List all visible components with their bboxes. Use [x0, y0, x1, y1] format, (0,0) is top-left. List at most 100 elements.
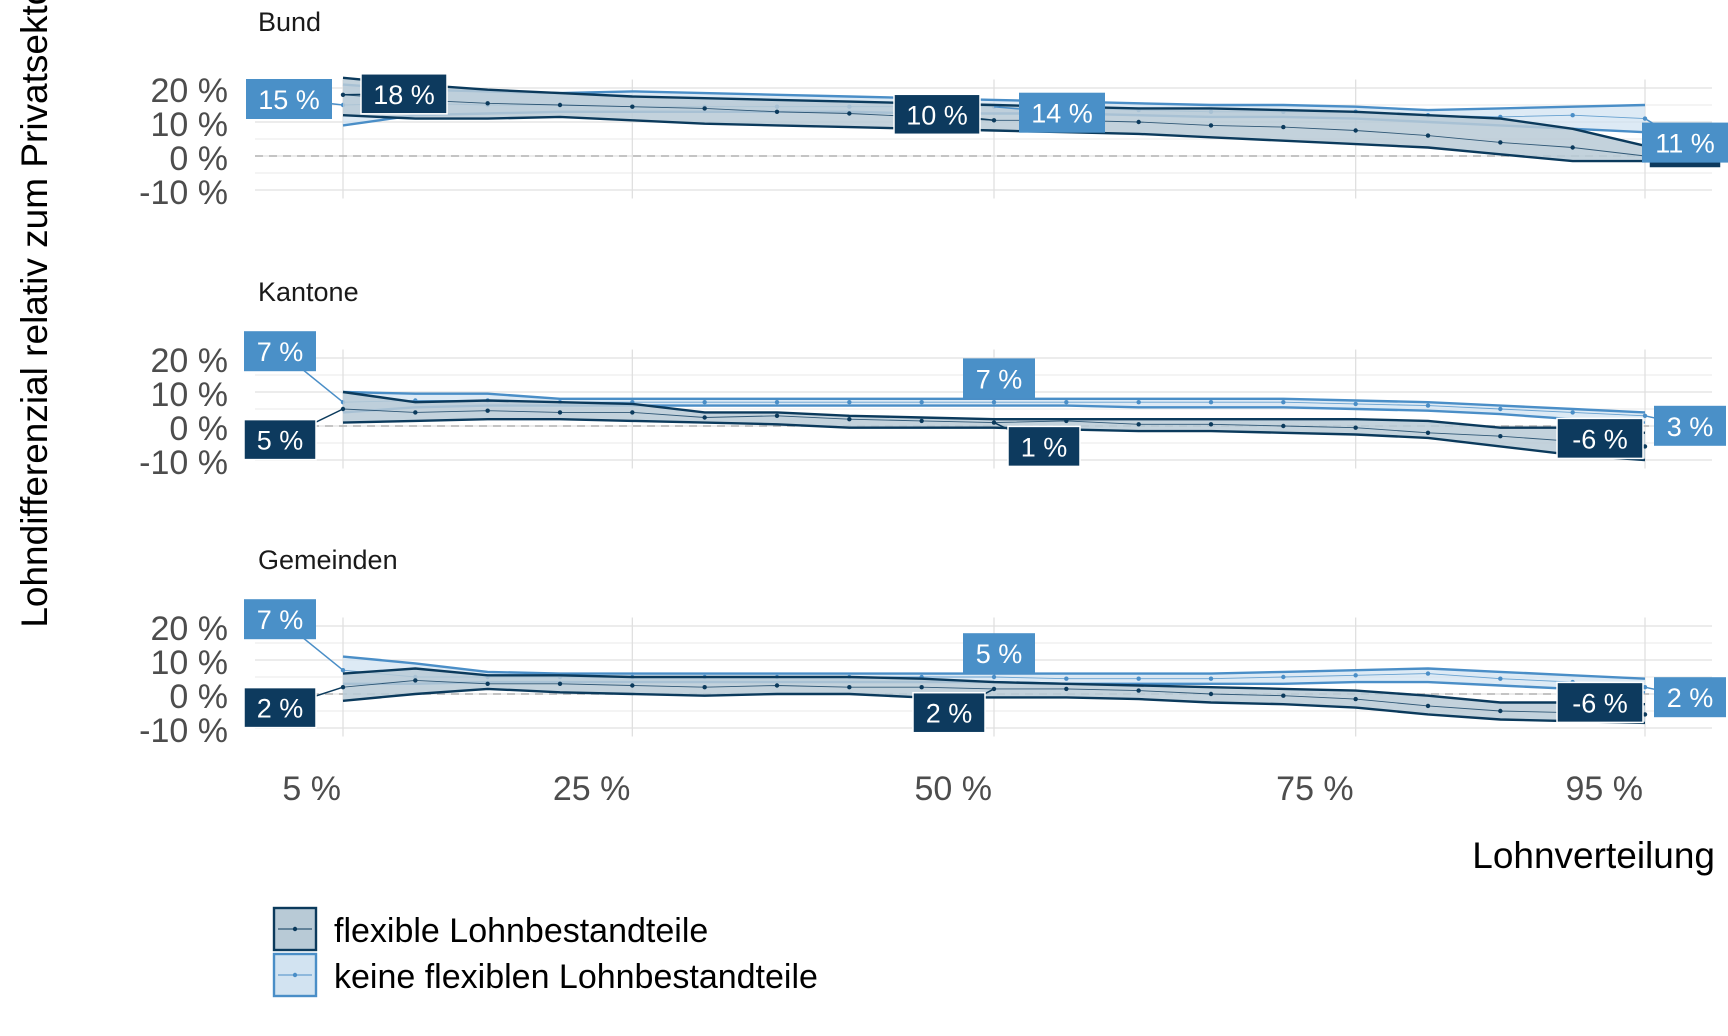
point-flexible	[1136, 422, 1141, 427]
point-flexible	[1136, 688, 1141, 693]
label-keine: 11 %	[1642, 122, 1728, 163]
label-flexible-bg	[243, 418, 317, 461]
label-flexible-bg	[912, 691, 986, 734]
y-tick-label: 0 %	[169, 140, 228, 178]
point-flexible	[413, 410, 418, 415]
label-flexible-bg	[1556, 417, 1644, 460]
point-flexible	[1281, 124, 1286, 130]
label-flexible-text: 2 %	[926, 699, 973, 729]
label-flexible-bg	[1007, 425, 1081, 468]
label-flexible: -6 %	[1556, 417, 1644, 460]
label-flexible: 18 %	[360, 73, 448, 115]
y-tick-label: 10 %	[151, 644, 229, 682]
lower-bound-flexible	[342, 687, 1646, 725]
point-flexible	[1208, 123, 1214, 128]
x-axis: 5 % 25 % 50 % 75 % 95 %	[282, 770, 1643, 808]
point-flexible	[1353, 425, 1358, 430]
label-keine: 15 %	[246, 79, 332, 119]
point-flexible	[1425, 430, 1431, 435]
x-tick-label: 25 %	[553, 770, 631, 808]
label-keine-bg	[963, 358, 1035, 399]
point-flexible	[1570, 145, 1575, 150]
point-flexible	[1498, 708, 1503, 714]
x-tick-label: 95 %	[1566, 770, 1644, 808]
label-keine-bg	[244, 599, 316, 640]
point-flexible	[847, 417, 852, 422]
point-flexible	[1064, 418, 1069, 424]
label-flexible-text: 1 %	[1021, 432, 1068, 462]
point-flexible	[413, 678, 418, 683]
legend-item-keine: keine flexiblen Lohnbestandteile	[272, 952, 818, 998]
point-flexible	[1498, 434, 1503, 439]
point-keine	[1498, 676, 1503, 681]
point-flexible	[1136, 119, 1141, 125]
label-keine-text: 15 %	[258, 85, 320, 115]
label-flexible: -6 %	[1556, 681, 1644, 724]
label-keine: 14 %	[1019, 92, 1105, 133]
point-flexible	[485, 681, 490, 686]
point-flexible	[774, 683, 780, 688]
point-flexible	[630, 104, 635, 109]
label-keine: 7 %	[244, 331, 316, 372]
point-flexible	[1498, 140, 1503, 145]
point-keine	[1570, 410, 1575, 415]
point-keine	[1281, 674, 1286, 680]
label-keine-bg	[246, 79, 332, 119]
label-keine: 3 %	[1654, 405, 1726, 446]
point-flexible	[1208, 691, 1214, 697]
label-flexible-bg	[1556, 681, 1644, 724]
point-keine	[1425, 671, 1431, 676]
point-keine	[1136, 676, 1141, 681]
panel-title: Gemeinden	[258, 545, 398, 575]
upper-bound-flexible	[342, 76, 1646, 147]
label-flexible-text: -6 %	[1572, 424, 1628, 454]
point-keine	[1208, 400, 1214, 405]
label-flexible: 5 %	[243, 418, 317, 461]
y-tick-label: -10 %	[139, 174, 228, 212]
label-keine-text: 7 %	[976, 364, 1023, 394]
label-keine: 2 %	[1654, 677, 1726, 718]
point-flexible	[1281, 423, 1286, 429]
point-keine	[774, 400, 780, 405]
label-flexible-bg	[893, 93, 981, 136]
point-keine	[1136, 400, 1141, 405]
legend-item-flexible: flexible Lohnbestandteile	[272, 906, 708, 952]
upper-bound-flexible	[342, 667, 1646, 706]
label-keine-text: 14 %	[1031, 99, 1093, 129]
point-flexible	[919, 418, 924, 424]
point-flexible	[1425, 133, 1431, 138]
label-keine-bg	[244, 331, 316, 372]
point-flexible	[1353, 696, 1358, 702]
y-tick-label: 0 %	[169, 678, 228, 716]
point-keine	[1425, 403, 1431, 408]
point-flexible	[630, 410, 635, 415]
point-flexible	[485, 101, 490, 106]
point-keine	[1281, 400, 1286, 405]
label-keine: 7 %	[244, 599, 316, 640]
legend-label-keine: keine flexiblen Lohnbestandteile	[334, 958, 818, 996]
point-flexible	[1281, 693, 1286, 698]
point-flexible	[485, 408, 490, 413]
y-tick-label: -10 %	[139, 712, 228, 750]
legend-label-flexible: flexible Lohnbestandteile	[334, 912, 708, 950]
x-tick-label: 75 %	[1276, 770, 1354, 808]
label-flexible: 10 %	[893, 93, 981, 136]
label-keine-text: 5 %	[976, 639, 1023, 669]
label-flexible-bg	[243, 686, 317, 729]
lower-bound-flexible	[342, 418, 1646, 462]
point-flexible	[630, 683, 635, 688]
point-flexible	[557, 102, 563, 108]
y-tick-label: 20 %	[151, 72, 229, 110]
label-keine-text: 11 %	[1655, 129, 1715, 159]
label-keine-bg	[1019, 92, 1105, 133]
y-axis-title: Lohndifferenzial relativ zum Privatsekto…	[14, 0, 55, 628]
y-tick-label: 10 %	[151, 106, 229, 144]
label-keine-text: 7 %	[257, 337, 304, 367]
x-tick-label: 5 %	[282, 770, 341, 808]
ribbon-flexible	[343, 668, 1645, 723]
label-keine: 7 %	[963, 358, 1035, 399]
point-flexible	[847, 685, 852, 690]
label-flexible-text: -6 %	[1572, 688, 1628, 718]
